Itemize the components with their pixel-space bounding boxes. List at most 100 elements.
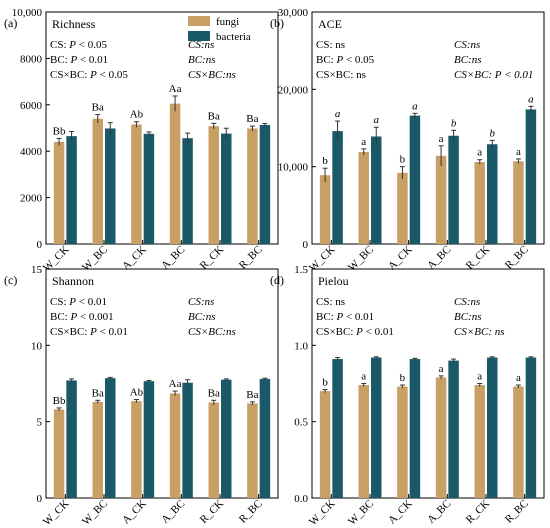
bar-fungi [397,386,408,498]
significance-letter: Ba [92,387,104,399]
x-tick-label: A_CK [386,498,415,527]
y-tick-label: 6000 [20,100,43,112]
bar-bacteria [487,357,498,498]
stat-line-bacteria: CS×BC: ns [454,326,505,338]
plot-frame [311,268,545,499]
x-tick-label: A_BC [159,244,187,272]
x-tick-label: R_CK [198,498,226,526]
significance-letter: a [528,93,534,105]
bar-fungi [247,128,258,244]
bar-bacteria [259,124,271,244]
x-tick-label: R_BC [503,498,531,526]
x-tick-label: A_BC [159,498,187,526]
y-tick-label: 10,000 [12,7,43,19]
bar-fungi [358,151,369,244]
significance-letter: Aa [169,83,182,95]
significance-letter: Ba [208,387,220,399]
bar-bacteria [105,378,116,498]
bar-bacteria [259,378,271,498]
bar-bacteria [409,359,421,498]
significance-letter: a [335,108,341,120]
significance-letter: b [400,154,406,166]
x-tick-label: A_BC [425,498,453,526]
y-tick-label: 15 [31,264,43,276]
stat-line-bacteria: CS:ns [454,296,480,308]
significance-letter: a [477,147,482,159]
stat-line-bacteria: CS×BC: P < 0.01 [454,69,533,81]
bar-bacteria [448,360,459,498]
stat-line-bacteria: CS×BC:ns [188,326,236,338]
stat-line-bacteria: CS:ns [188,39,214,51]
bar-fungi [319,175,331,244]
significance-letter: Ba [92,102,104,114]
x-tick-label: W_BC [80,498,110,528]
x-tick-label: R_CK [464,244,492,272]
bar-fungi [474,162,485,244]
x-tick-label: R_BC [237,498,265,526]
legend-label-bacteria: bacteria [216,31,251,43]
bar-bacteria [66,136,77,244]
chart-panel-4: 0.0 0.5 1.0 1.5 (d) Pielou b W_CK a W_BC b A_CK a A_B… [270,264,545,528]
panel-label: (b) [270,16,284,30]
stat-line-bacteria: BC:ns [188,311,216,323]
panel-title: Pielou [318,274,349,288]
bar-fungi [208,126,219,244]
y-tick-label: 20,000 [278,84,309,96]
y-tick-label: 10 [31,340,43,352]
stat-line-bacteria: CS×BC:ns [188,69,236,81]
stat-line-fungi: CS: ns [316,296,345,308]
stat-line-fungi: BC: P < 0.01 [50,54,108,66]
significance-letter: Bb [53,395,66,407]
chart-panel-3: 0 5 10 15 (c) Shannon Bb W_CK Ba W_BC Ab A_CK Aa A_BC… [4,264,279,528]
stat-line-bacteria: BC:ns [454,311,482,323]
significance-letter: a [412,100,418,112]
significance-letter: b [400,372,406,384]
y-tick-label: 8000 [20,53,43,65]
bar-bacteria [525,357,537,498]
plot-frame [45,11,279,245]
y-tick-label: 2000 [20,193,43,205]
bar-bacteria [221,133,232,244]
x-tick-label: W_BC [346,498,376,528]
stat-line-fungi: CS×BC: P < 0.01 [316,326,394,338]
bar-bacteria [487,144,498,244]
bar-fungi [53,141,65,244]
significance-letter: b [322,155,328,167]
significance-letter: Ab [130,387,144,399]
stat-line-fungi: BC: P < 0.001 [50,311,114,323]
stat-line-bacteria: BC:ns [188,54,216,66]
significance-letter: a [516,146,521,158]
stat-line-fungi: CS: P < 0.05 [50,39,107,51]
stat-line-bacteria: BC:ns [454,54,482,66]
significance-letter: Ba [246,389,258,401]
panel-label: (d) [270,273,284,287]
y-tick-label: 0.5 [294,417,308,429]
bar-bacteria [371,357,382,498]
significance-letter: Ab [130,109,144,121]
x-tick-label: R_BC [503,244,531,272]
x-tick-label: W_CK [41,498,72,528]
stat-line-fungi: BC: P < 0.01 [316,311,374,323]
y-tick-label: 5 [37,417,43,429]
bar-fungi [474,385,485,498]
bar-fungi [92,401,103,498]
bar-bacteria [448,135,459,244]
significance-letter: a [477,371,482,383]
stat-line-bacteria: CS:ns [454,39,480,51]
legend-swatch-fungi [188,16,210,26]
y-tick-label: 4000 [20,146,43,158]
panel-label: (c) [4,273,17,287]
significance-letter: Aa [169,378,182,390]
bar-bacteria [332,359,343,498]
stat-line-fungi: CS: ns [316,39,345,51]
bar-bacteria [143,381,155,498]
significance-letter: Ba [208,110,220,122]
bar-fungi [247,403,258,498]
bar-bacteria [332,131,343,244]
bar-bacteria [525,109,537,244]
panel-label: (a) [4,16,17,30]
x-tick-label: R_CK [464,498,492,526]
x-tick-label: A_CK [386,244,415,273]
